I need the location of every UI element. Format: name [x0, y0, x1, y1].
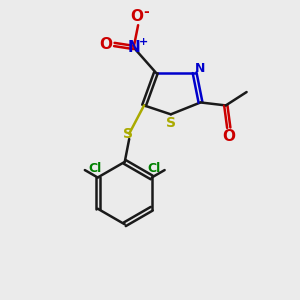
Text: N: N [127, 40, 140, 55]
Text: Cl: Cl [88, 162, 102, 175]
Text: Cl: Cl [148, 162, 161, 175]
Text: +: + [139, 37, 148, 47]
Text: S: S [123, 127, 133, 141]
Text: O: O [130, 9, 143, 24]
Text: S: S [166, 116, 176, 130]
Text: -: - [144, 5, 149, 19]
Text: O: O [222, 128, 235, 143]
Text: N: N [195, 62, 206, 75]
Text: O: O [100, 37, 112, 52]
